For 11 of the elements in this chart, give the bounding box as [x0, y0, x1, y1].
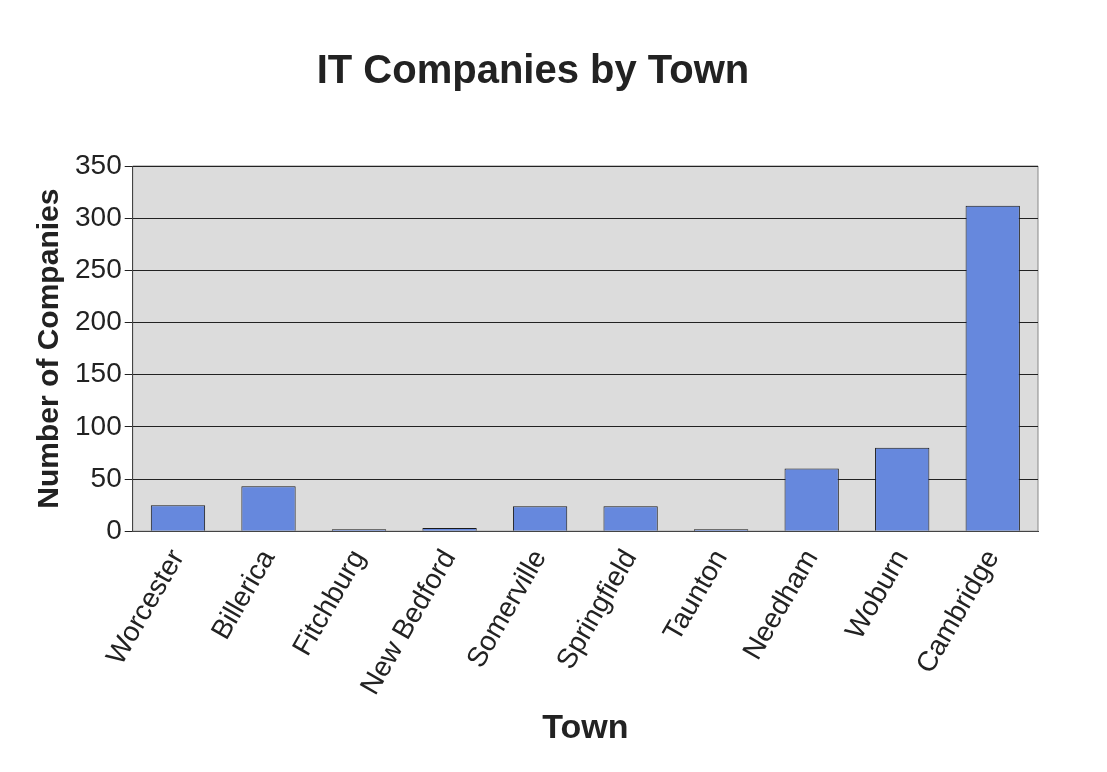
- y-axis-title: Number of Companies: [31, 188, 65, 509]
- y-tick-label: 250: [75, 253, 122, 285]
- x-axis-title: Town: [542, 706, 629, 745]
- y-tick-label: 0: [106, 513, 122, 545]
- chart-title: IT Companies by Town: [316, 47, 750, 92]
- y-tick-label: 300: [75, 200, 122, 232]
- y-tick-label: 350: [75, 148, 122, 180]
- y-tick-label: 100: [75, 409, 122, 441]
- y-tick-label: 200: [75, 305, 122, 337]
- y-tick-label: 150: [75, 357, 122, 389]
- y-tick-label: 50: [90, 461, 122, 493]
